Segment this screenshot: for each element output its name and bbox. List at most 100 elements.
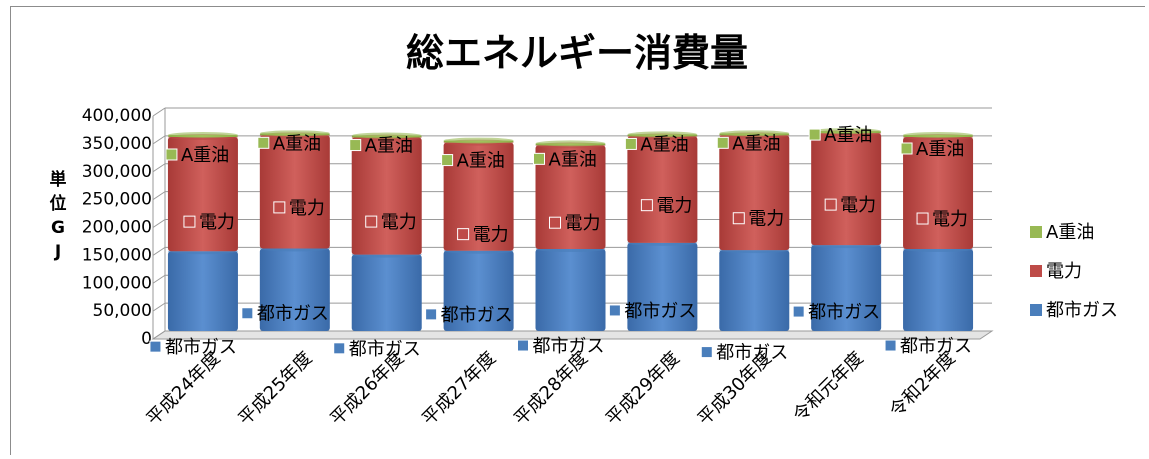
data-label-1-4: 電力	[549, 213, 601, 234]
y-tick-label: 0	[141, 329, 152, 349]
y-tick-label: 350,000	[82, 134, 152, 154]
gridline-side	[152, 163, 166, 173]
data-label-2-7: A重油	[808, 125, 872, 146]
y-tick-label: 100,000	[82, 273, 152, 293]
gridline-side	[152, 107, 166, 117]
x-category-label: 令和元年度	[789, 348, 867, 426]
data-label-text: 電力	[656, 196, 692, 217]
gridline-side	[152, 246, 166, 256]
data-label-marker	[533, 152, 545, 165]
gridline-side	[152, 135, 166, 145]
data-label-text: 都市ガス	[900, 336, 972, 357]
data-label-marker	[517, 339, 529, 352]
x-category-label: 平成27年度	[418, 348, 500, 430]
data-label-marker	[732, 212, 745, 225]
bar-0-5	[627, 242, 698, 331]
bar-top-2-6	[719, 130, 790, 137]
data-label-marker	[700, 346, 713, 359]
data-label-marker	[640, 199, 653, 212]
data-label-1-3: 電力	[457, 225, 509, 246]
gridline-side	[152, 330, 166, 340]
data-label-1-6: 電力	[732, 209, 784, 230]
data-label-0-7: 都市ガス	[792, 302, 880, 323]
data-label-marker	[257, 136, 270, 149]
y-tick-label: 200,000	[82, 218, 152, 238]
data-label-marker	[824, 198, 837, 211]
data-label-2-6: A重油	[716, 133, 781, 154]
legend-label: 電力	[1046, 261, 1082, 282]
data-label-0-6: 都市ガス	[700, 343, 788, 364]
data-label-marker	[916, 212, 929, 225]
data-label-marker	[183, 215, 196, 228]
data-label-text: 都市ガス	[257, 304, 329, 325]
data-label-text: A重油	[273, 133, 321, 154]
bar-1-1	[259, 135, 330, 249]
data-label-marker	[333, 342, 346, 355]
legend-label: A重油	[1046, 222, 1094, 243]
data-label-text: A重油	[640, 134, 688, 155]
data-label-text: A重油	[732, 133, 780, 154]
data-label-text: A重油	[181, 145, 229, 166]
data-label-1-2: 電力	[365, 212, 417, 233]
data-label-marker	[549, 216, 561, 229]
legend-item-0: A重油	[1030, 222, 1094, 243]
bar-top-2-8	[903, 131, 974, 138]
data-label-text: 都市ガス	[165, 337, 237, 358]
data-label-marker	[349, 139, 362, 152]
data-label-marker	[792, 305, 805, 318]
data-label-text: 電力	[473, 225, 509, 246]
data-label-1-1: 電力	[273, 198, 325, 219]
data-label-marker	[425, 308, 438, 321]
data-label-0-4: 都市ガス	[517, 336, 605, 357]
data-label-text: A重油	[549, 149, 597, 170]
data-label-text: A重油	[824, 125, 872, 146]
data-label-marker	[716, 136, 729, 149]
legend-marker	[1030, 265, 1042, 277]
bar-1-3	[443, 142, 514, 251]
data-label-marker	[441, 154, 454, 167]
data-label-text: 都市ガス	[624, 301, 696, 322]
data-label-0-1: 都市ガス	[241, 304, 329, 325]
y-axis-label-char: J	[54, 242, 61, 262]
x-category-label: 平成29年度	[602, 348, 684, 430]
data-label-2-0: A重油	[165, 145, 229, 166]
data-label-2-4: A重油	[533, 149, 597, 170]
bar-top-2-0	[167, 131, 238, 138]
data-label-marker	[149, 340, 162, 353]
y-tick-label: 300,000	[82, 162, 152, 182]
y-tick-label: 150,000	[82, 245, 152, 265]
data-label-1-8: 電力	[916, 209, 968, 230]
legend-label: 都市ガス	[1046, 300, 1118, 321]
y-tick-label: 50,000	[93, 301, 152, 321]
data-label-marker	[165, 148, 178, 161]
legend-marker	[1030, 304, 1042, 316]
y-tick-label: 250,000	[82, 190, 152, 210]
data-label-2-3: A重油	[441, 151, 505, 172]
data-label-marker	[608, 304, 621, 317]
data-label-2-1: A重油	[257, 133, 321, 154]
x-category-label: 平成26年度	[326, 348, 408, 430]
y-axis-label-char: G	[51, 218, 65, 238]
chart-area	[10, 6, 1145, 455]
gridline-side	[152, 191, 166, 201]
y-axis-label-char: 位	[50, 193, 67, 214]
chart-title: 総エネルギー消費量	[406, 31, 748, 75]
bar-0-8	[903, 249, 974, 331]
bar-top-2-3	[443, 137, 514, 144]
legend-item-1: 電力	[1030, 261, 1082, 282]
bar-0-6	[719, 250, 790, 331]
data-label-1-5: 電力	[640, 196, 692, 217]
data-label-marker	[241, 307, 254, 320]
legend-item-2: 都市ガス	[1030, 300, 1118, 321]
data-label-text: 都市ガス	[716, 343, 788, 364]
bar-top-2-5	[627, 131, 698, 138]
data-label-text: A重油	[457, 151, 505, 172]
legend-marker	[1030, 226, 1042, 238]
x-axis-categories: 平成24年度 平成25年度 平成26年度 平成27年度 平成28年度 平成29年度 平成30…	[143, 348, 960, 430]
data-label-marker	[808, 128, 821, 141]
data-label-text: 都市ガス	[349, 339, 421, 360]
data-label-text: A重油	[916, 139, 964, 160]
data-label-2-8: A重油	[900, 139, 964, 160]
